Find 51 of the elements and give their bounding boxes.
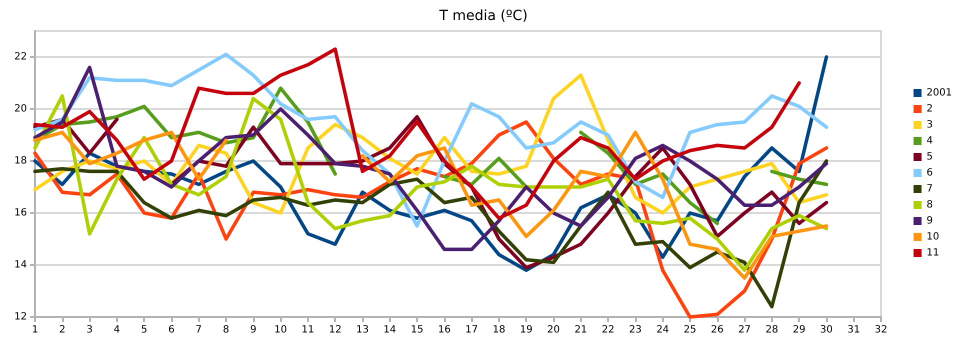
x-tick-label: 2: [59, 324, 66, 336]
legend-label: 8: [926, 200, 933, 210]
x-tick-label: 15: [410, 324, 424, 336]
legend-label: 9: [926, 216, 933, 226]
legend-label: 10: [926, 232, 940, 242]
x-tick-label: 6: [168, 324, 175, 336]
x-tick-label: 13: [356, 324, 369, 336]
x-tick-label: 5: [140, 324, 148, 336]
x-tick-label: 23: [629, 324, 642, 336]
x-tick-label: 29: [792, 324, 806, 336]
x-tick-label: 22: [602, 324, 614, 336]
x-tick-label: 19: [520, 324, 533, 336]
x-tick-label: 4: [114, 324, 120, 336]
x-tick-label: 25: [684, 324, 696, 336]
x-tick-label: 20: [547, 324, 560, 336]
x-tick-label: 12: [328, 324, 342, 336]
x-tick-label: 18: [492, 324, 506, 336]
x-tick-label: 8: [222, 324, 230, 336]
x-tick-label: 7: [196, 324, 202, 336]
legend-label: 5: [926, 152, 933, 162]
x-tick-label: 31: [847, 324, 860, 336]
x-tick-label: 28: [765, 324, 778, 336]
chart-title: T media (ºC): [438, 8, 528, 24]
legend-label: 7: [926, 184, 933, 194]
x-tick-label: 16: [438, 324, 451, 336]
y-tick-label: 18: [14, 156, 27, 166]
y-tick-label: 14: [14, 260, 27, 270]
x-tick-label: 3: [86, 324, 93, 336]
y-tick-label: 20: [14, 104, 27, 114]
y-tick-label: 16: [14, 208, 27, 218]
x-tick-label: 10: [274, 324, 287, 336]
x-tick-label: 32: [874, 324, 888, 336]
x-tick-label: 11: [302, 324, 314, 336]
x-tick-label: 24: [656, 324, 670, 336]
x-tick-label: 14: [383, 324, 396, 336]
legend-label: 3: [926, 120, 933, 130]
y-tick-label: 22: [14, 52, 27, 62]
x-tick-label: 21: [574, 324, 588, 336]
x-tick-label: 30: [820, 324, 833, 336]
legend-label: 4: [926, 136, 933, 146]
x-tick-label: 9: [250, 324, 257, 336]
line-series: [33, 159, 828, 308]
legend-label: 11: [926, 248, 940, 258]
legend-label: 2: [926, 104, 933, 114]
y-tick-label: 12: [14, 312, 27, 322]
x-tick-label: 27: [738, 324, 751, 336]
x-tick-label: 26: [710, 324, 724, 336]
x-tick-label: 1: [32, 324, 38, 336]
legend-label: 2001: [926, 88, 952, 98]
x-tick-label: 17: [465, 324, 478, 336]
legend-label: 6: [926, 168, 933, 178]
